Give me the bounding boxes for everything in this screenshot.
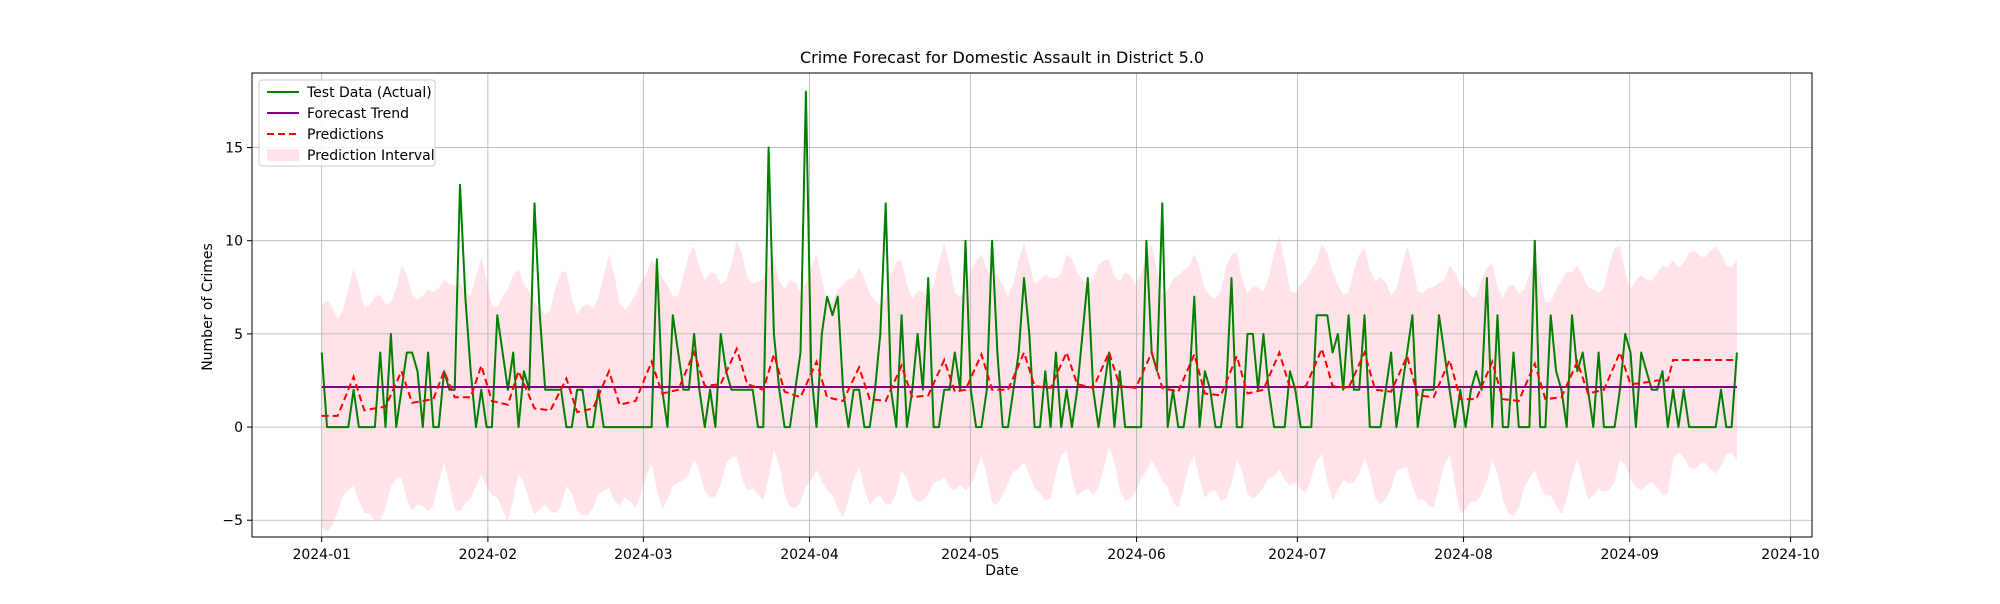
legend-label: Test Data (Actual) (306, 85, 432, 101)
series-line-predictions (321, 345, 1737, 417)
x-axis-label: Date (985, 563, 1018, 579)
y-tick-label: 15 (225, 141, 243, 157)
legend-label: Prediction Interval (307, 148, 435, 164)
plot-area: 2024-01 2024-02 2024-03 2024-04 2024-05 2024-… (222, 72, 1820, 563)
prediction-interval-band (321, 235, 1737, 532)
x-tick-label: 2024-03 (614, 547, 673, 563)
x-tick-label: 2024-08 (1434, 547, 1493, 563)
legend: Test Data (Actual) Forecast Trend Predicti… (258, 79, 436, 167)
x-tick-label: 2024-05 (941, 547, 1000, 563)
x-tick-label: 2024-04 (780, 547, 839, 563)
x-tick-label: 2024-06 (1107, 547, 1166, 563)
x-tick-label: 2024-09 (1600, 547, 1659, 563)
x-tick-label: 2024-07 (1268, 547, 1327, 563)
y-axis-label: Number of Crimes (200, 243, 216, 371)
plot-frame (251, 72, 1813, 538)
x-tick-label: 2024-02 (459, 547, 518, 563)
y-tick-label: −5 (222, 513, 243, 529)
y-tick-label: 5 (234, 327, 243, 343)
legend-box (258, 79, 436, 167)
legend-swatch (267, 149, 299, 161)
x-tick-label: 2024-10 (1761, 547, 1820, 563)
chart-title: Crime Forecast for Domestic Assault in D… (800, 48, 1204, 67)
y-tick-label: 10 (225, 234, 243, 250)
legend-label: Predictions (307, 127, 384, 143)
x-tick-label: 2024-01 (292, 547, 351, 563)
y-tick-label: 0 (234, 420, 243, 436)
legend-label: Forecast Trend (307, 106, 409, 122)
